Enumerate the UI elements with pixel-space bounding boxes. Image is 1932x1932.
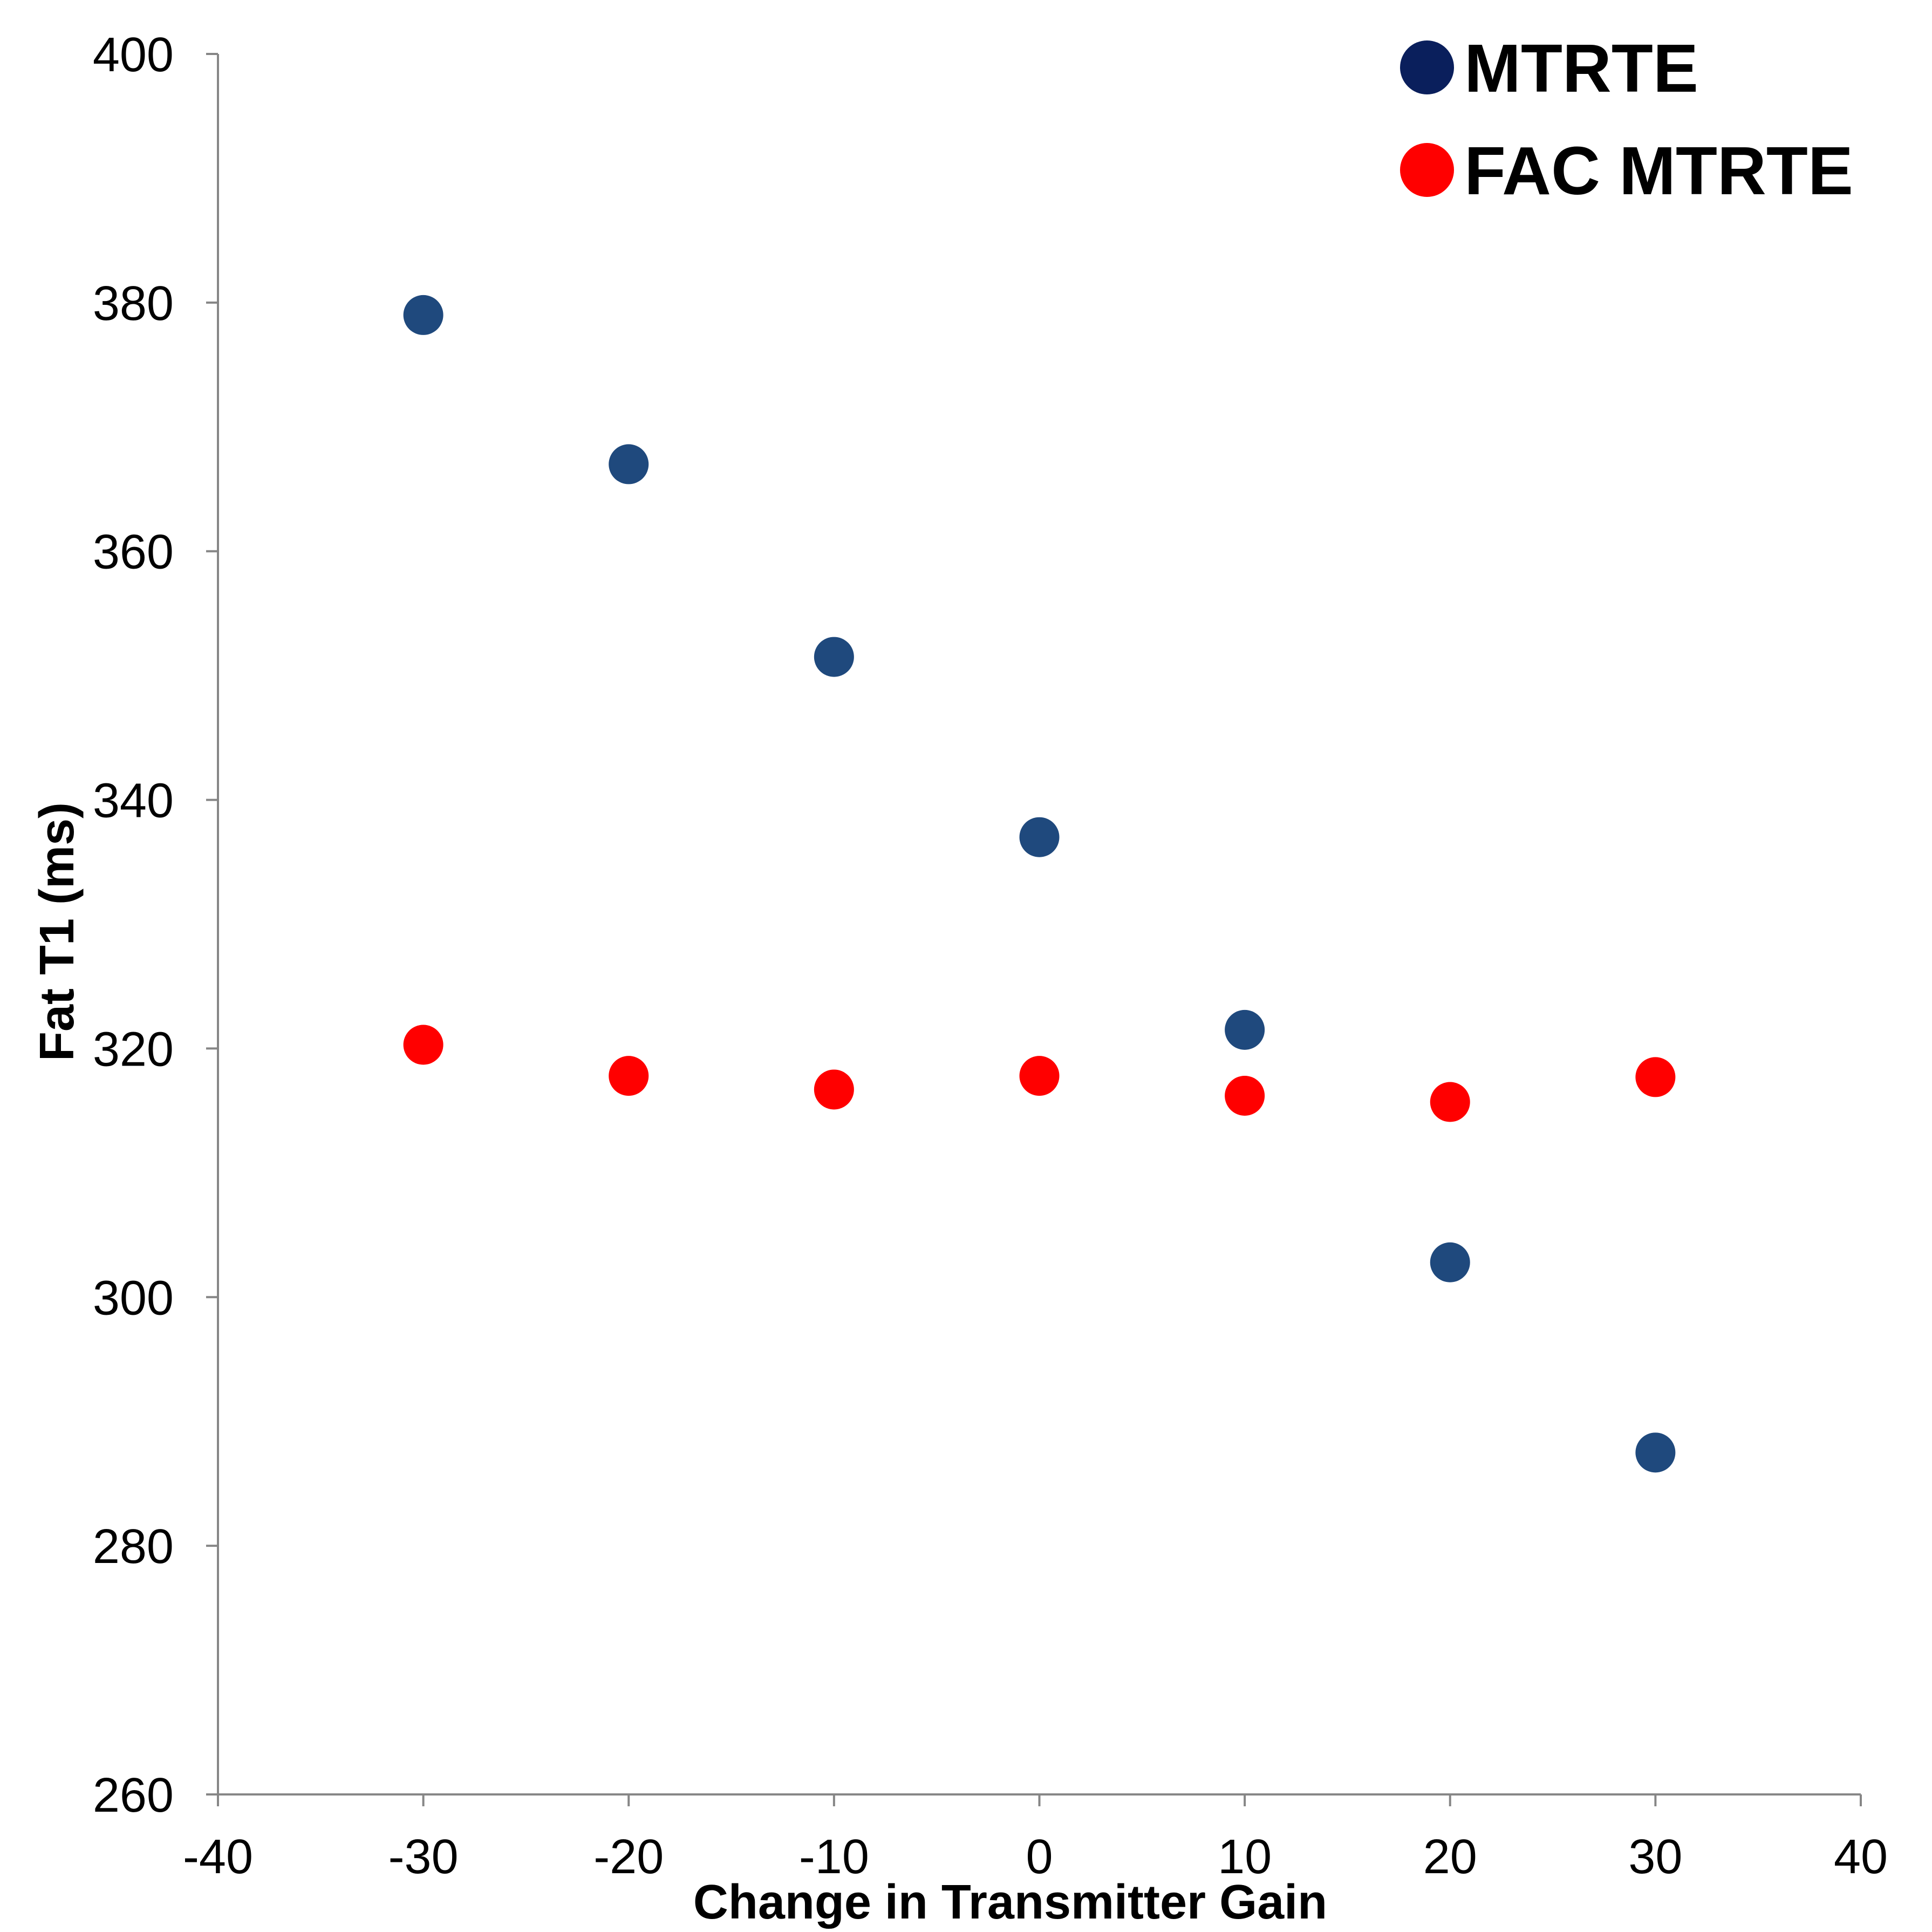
- fac-mtrte-point: [1430, 1082, 1470, 1122]
- y-tick-label: 340: [93, 774, 174, 828]
- x-tick-label: 30: [1628, 1830, 1682, 1884]
- mtrte-point: [403, 295, 443, 335]
- data-points: [403, 295, 1676, 1473]
- x-tick-label: -30: [388, 1830, 459, 1884]
- x-tick-label: 10: [1218, 1830, 1272, 1884]
- y-tick-label: 300: [93, 1271, 174, 1325]
- y-tick-label: 280: [93, 1520, 174, 1574]
- legend-marker: [1400, 143, 1454, 197]
- y-tick-label: 360: [93, 525, 174, 579]
- y-axis-title: Fat T1 (ms): [30, 802, 84, 1061]
- fac-mtrte-point: [1019, 1056, 1060, 1096]
- x-tick-label: 40: [1834, 1830, 1888, 1884]
- mtrte-point: [609, 444, 649, 484]
- legend-marker: [1400, 40, 1454, 94]
- fac-mtrte-point: [1225, 1075, 1265, 1116]
- mtrte-point: [1430, 1242, 1470, 1282]
- fac-mtrte-point: [403, 1025, 443, 1065]
- mtrte-point: [1635, 1432, 1676, 1473]
- tick-labels: 260 280 300 320 340 360 380 400 -40 -30 -20 -10 0 10 2…: [93, 28, 1888, 1884]
- mtrte-point: [814, 637, 854, 677]
- axes: [206, 53, 1862, 1806]
- legend: MTRTE FAC MTRTE: [1400, 30, 1853, 209]
- x-tick-label: -40: [183, 1830, 253, 1884]
- y-tick-label: 400: [93, 28, 174, 82]
- x-tick-label: -10: [799, 1830, 869, 1884]
- fac-mtrte-point: [1635, 1057, 1676, 1097]
- mtrte-point: [1225, 1009, 1265, 1050]
- legend-label: MTRTE: [1464, 30, 1698, 106]
- fac-mtrte-point: [814, 1069, 854, 1110]
- x-axis-title: Change in Transmitter Gain: [693, 1875, 1327, 1929]
- y-tick-label: 260: [93, 1769, 174, 1822]
- mtrte-point: [1019, 817, 1060, 857]
- fac-mtrte-point: [609, 1056, 649, 1096]
- x-tick-label: -20: [593, 1830, 664, 1884]
- x-tick-label: 0: [1026, 1830, 1053, 1884]
- y-tick-label: 380: [93, 277, 174, 331]
- y-tick-label: 320: [93, 1022, 174, 1076]
- legend-label: FAC MTRTE: [1464, 133, 1853, 209]
- x-tick-label: 20: [1423, 1830, 1477, 1884]
